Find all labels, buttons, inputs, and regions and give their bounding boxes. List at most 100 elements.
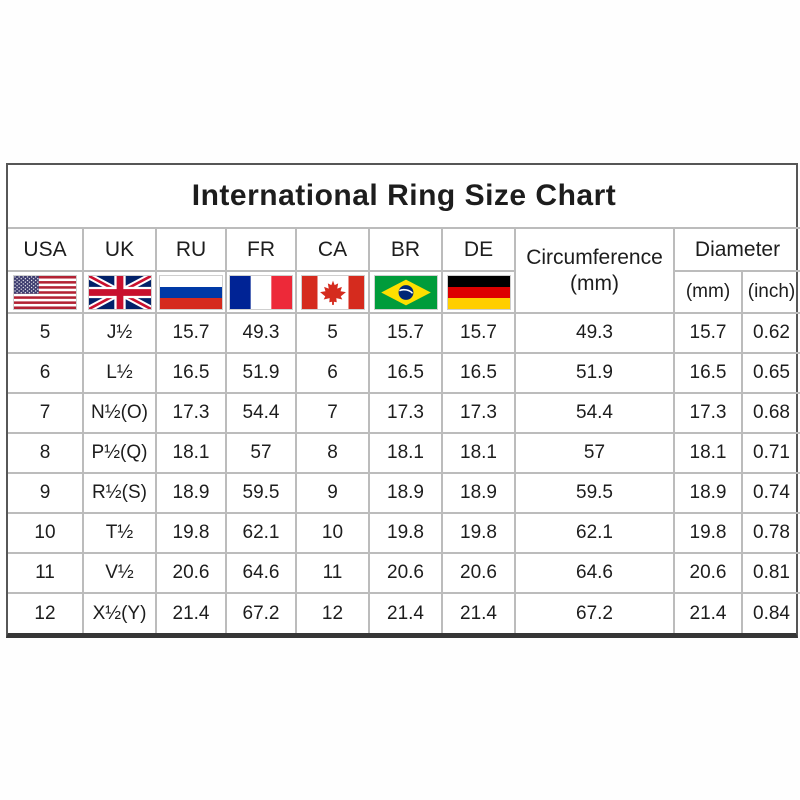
table-cell-br: 20.6 (368, 552, 443, 594)
table-cell-fr: 67.2 (225, 592, 297, 633)
table-cell-diameter-mm: 19.8 (673, 512, 743, 554)
table-cell-de: 16.5 (441, 352, 516, 394)
diameter-unit-mm: (mm) (673, 270, 743, 313)
table-cell-de: 18.1 (441, 432, 516, 474)
column-header-usa: USA (8, 227, 84, 272)
table-cell-fr: 57 (225, 432, 297, 474)
table-cell-br: 21.4 (368, 592, 443, 633)
table-cell-diameter-inch: 0.78 (740, 512, 800, 554)
table-cell-uk: V½ (82, 552, 157, 594)
table-cell-uk: P½(Q) (82, 432, 157, 474)
table-cell-ca: 11 (295, 552, 370, 594)
page-title: International Ring Size Chart (8, 165, 800, 229)
title-row: International Ring Size Chart (8, 165, 800, 229)
table-cell-usa: 10 (8, 512, 84, 554)
table-cell-ru: 15.7 (155, 312, 227, 354)
table-row: 5 J½ 15.7 49.3 5 15.7 15.7 49.3 15.7 0.6… (8, 312, 800, 354)
table-cell-de: 20.6 (441, 552, 516, 594)
table-cell-diameter-mm: 21.4 (673, 592, 743, 633)
table-cell-uk: X½(Y) (82, 592, 157, 633)
ring-size-chart: International Ring Size Chart USA UK RU … (6, 163, 800, 638)
table-cell-diameter-inch: 0.81 (740, 552, 800, 594)
table-cell-diameter-mm: 18.9 (673, 472, 743, 514)
column-header-row: USA UK RU FR CA BR DE Circumference (mm)… (8, 227, 800, 314)
table-cell-circumference: 54.4 (514, 392, 675, 434)
table-cell-fr: 49.3 (225, 312, 297, 354)
table-cell-usa: 6 (8, 352, 84, 394)
table-cell-circumference: 57 (514, 432, 675, 474)
table-cell-ca: 12 (295, 592, 370, 633)
flag-cell-fr (225, 270, 297, 313)
table-cell-fr: 62.1 (225, 512, 297, 554)
table-cell-diameter-mm: 20.6 (673, 552, 743, 594)
table-cell-diameter-mm: 17.3 (673, 392, 743, 434)
ring-size-table: International Ring Size Chart USA UK RU … (8, 165, 800, 633)
table-cell-usa: 9 (8, 472, 84, 514)
us-flag-icon (13, 274, 77, 310)
column-header-ru: RU (155, 227, 227, 272)
table-cell-diameter-mm: 18.1 (673, 432, 743, 474)
table-cell-diameter-mm: 15.7 (673, 312, 743, 354)
table-cell-ru: 18.9 (155, 472, 227, 514)
circumference-unit: (mm) (570, 271, 619, 295)
table-cell-circumference: 62.1 (514, 512, 675, 554)
table-cell-usa: 8 (8, 432, 84, 474)
table-cell-uk: L½ (82, 352, 157, 394)
table-cell-ca: 5 (295, 312, 370, 354)
ca-flag-icon (300, 274, 365, 310)
table-row: 12 X½(Y) 21.4 67.2 12 21.4 21.4 67.2 21.… (8, 592, 800, 633)
table-cell-uk: J½ (82, 312, 157, 354)
table-cell-diameter-inch: 0.62 (740, 312, 800, 354)
table-cell-de: 18.9 (441, 472, 516, 514)
table-cell-br: 16.5 (368, 352, 443, 394)
table-body: 5 J½ 15.7 49.3 5 15.7 15.7 49.3 15.7 0.6… (8, 312, 800, 633)
flag-cell-de (441, 270, 516, 313)
table-cell-fr: 54.4 (225, 392, 297, 434)
table-cell-ca: 7 (295, 392, 370, 434)
table-cell-ca: 10 (295, 512, 370, 554)
table-cell-fr: 59.5 (225, 472, 297, 514)
table-cell-br: 18.9 (368, 472, 443, 514)
table-row: 10 T½ 19.8 62.1 10 19.8 19.8 62.1 19.8 0… (8, 512, 800, 554)
table-cell-ru: 16.5 (155, 352, 227, 394)
table-cell-br: 17.3 (368, 392, 443, 434)
table-cell-ru: 17.3 (155, 392, 227, 434)
table-cell-de: 15.7 (441, 312, 516, 354)
table-cell-diameter-mm: 16.5 (673, 352, 743, 394)
flag-row: (mm) (inch) (8, 270, 800, 313)
ru-flag-icon (159, 274, 223, 310)
table-cell-uk: N½(O) (82, 392, 157, 434)
column-header-circumference: Circumference (mm) (514, 227, 675, 314)
flag-cell-ca (295, 270, 370, 313)
table-cell-diameter-inch: 0.71 (740, 432, 800, 474)
table-cell-circumference: 51.9 (514, 352, 675, 394)
column-header-uk: UK (82, 227, 157, 272)
table-cell-br: 19.8 (368, 512, 443, 554)
table-row: 9 R½(S) 18.9 59.5 9 18.9 18.9 59.5 18.9 … (8, 472, 800, 514)
flag-cell-br (368, 270, 443, 313)
table-cell-br: 15.7 (368, 312, 443, 354)
table-cell-diameter-inch: 0.68 (740, 392, 800, 434)
table-cell-ca: 6 (295, 352, 370, 394)
table-row: 8 P½(Q) 18.1 57 8 18.1 18.1 57 18.1 0.71 (8, 432, 800, 474)
table-cell-diameter-inch: 0.74 (740, 472, 800, 514)
table-cell-diameter-inch: 0.84 (740, 592, 800, 633)
table-cell-usa: 11 (8, 552, 84, 594)
table-cell-uk: T½ (82, 512, 157, 554)
table-cell-ru: 18.1 (155, 432, 227, 474)
fr-flag-icon (229, 274, 293, 310)
table-cell-uk: R½(S) (82, 472, 157, 514)
column-header-br: BR (368, 227, 443, 272)
circumference-label: Circumference (526, 246, 663, 270)
column-header-fr: FR (225, 227, 297, 272)
table-cell-diameter-inch: 0.65 (740, 352, 800, 394)
table-cell-usa: 5 (8, 312, 84, 354)
column-header-ca: CA (295, 227, 370, 272)
table-cell-fr: 64.6 (225, 552, 297, 594)
uk-flag-icon (87, 274, 152, 310)
column-header-de: DE (441, 227, 516, 272)
table-cell-circumference: 49.3 (514, 312, 675, 354)
diameter-unit-inch: (inch) (740, 270, 800, 313)
table-row: 7 N½(O) 17.3 54.4 7 17.3 17.3 54.4 17.3 … (8, 392, 800, 434)
column-header-diameter: Diameter (672, 227, 800, 272)
